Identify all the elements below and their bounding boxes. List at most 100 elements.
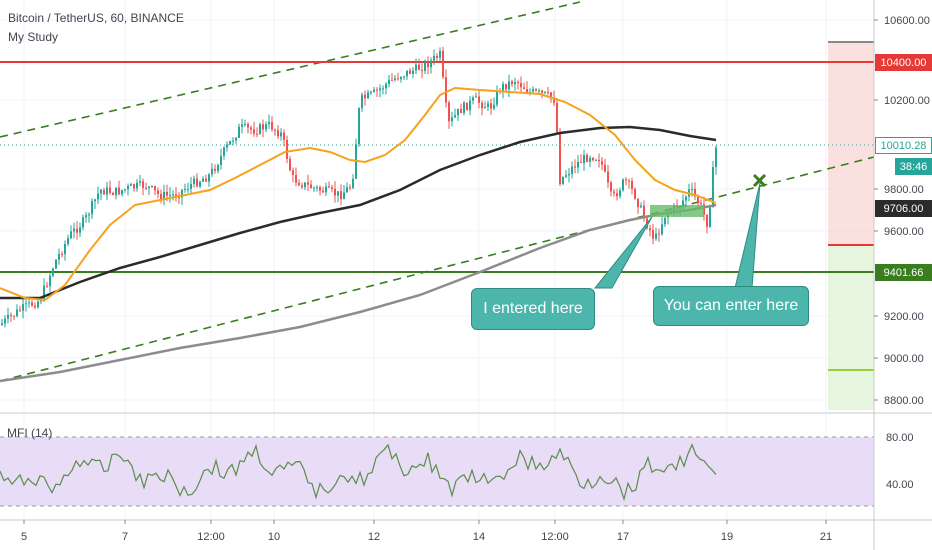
candle-body (223, 147, 225, 156)
candle-body (520, 83, 522, 88)
mfi-label[interactable]: MFI (14) (7, 426, 53, 440)
candle-body (556, 102, 558, 133)
candle-body (541, 90, 543, 93)
candle-body (457, 108, 459, 116)
candle-body (691, 188, 693, 190)
candle-body (148, 186, 150, 188)
candle-body (640, 205, 642, 208)
candle-body (586, 154, 588, 162)
bar-countdown: 38:46 (895, 158, 932, 175)
can-enter-here-callout[interactable]: You can enter here (653, 286, 809, 326)
candle-body (91, 201, 93, 215)
candle-body (115, 187, 117, 196)
candle-body (658, 233, 660, 235)
candle-body (466, 102, 468, 111)
study-name[interactable]: My Study (8, 30, 59, 44)
mfi-line (0, 443, 717, 502)
time-tick-label: 12 (368, 531, 380, 543)
candle-body (601, 161, 603, 165)
candle-body (460, 108, 462, 114)
candle-body (505, 83, 507, 90)
candle-body (337, 191, 339, 196)
mfi-axis[interactable]: 80.00 40.00 (886, 432, 914, 491)
candle-body (400, 76, 402, 80)
mfi-tick-label: 40.00 (886, 479, 914, 491)
candle-body (715, 147, 717, 168)
candle-body (430, 60, 432, 68)
take-profit-zone (828, 245, 874, 410)
candle-body (289, 158, 291, 171)
candle-body (298, 182, 300, 186)
ma-price-tag: 9706.00 (875, 200, 932, 217)
candle-body (232, 140, 234, 142)
candle-body (157, 190, 159, 194)
candle-body (244, 123, 246, 125)
candle-body (661, 224, 663, 235)
candle-body (124, 189, 126, 191)
candle-body (130, 184, 132, 186)
candle-body (364, 94, 366, 99)
candle-body (592, 157, 594, 161)
candle-body (616, 193, 618, 197)
time-tick-label: 12:00 (541, 531, 569, 543)
candle-body (49, 275, 51, 287)
candle-body (217, 164, 219, 171)
candle-body (325, 186, 327, 193)
last-price-tag: 10010.28 (875, 137, 932, 154)
time-tick-label: 14 (473, 531, 485, 543)
candle-body (7, 314, 9, 319)
mfi-tick-label: 80.00 (886, 432, 914, 444)
candle-body (517, 82, 519, 84)
cross-marker-icon[interactable] (752, 173, 767, 188)
candle-body (712, 167, 714, 208)
mfi-band (0, 437, 874, 506)
candle-body (169, 194, 171, 196)
candle-body (34, 305, 36, 308)
candle-body (46, 285, 48, 287)
entered-here-callout[interactable]: I entered here (471, 288, 595, 330)
candle-body (619, 190, 621, 197)
candle-body (409, 70, 411, 74)
candle-body (349, 187, 351, 189)
candle-body (127, 185, 129, 190)
channel-lower-line[interactable] (0, 156, 875, 382)
candle-body (418, 64, 420, 70)
candle-body (301, 185, 303, 188)
symbol-title[interactable]: Bitcoin / TetherUS, 60, BINANCE (8, 11, 184, 25)
candle-body (490, 103, 492, 109)
candle-body (22, 304, 24, 311)
candle-body (121, 190, 123, 195)
candle-body (529, 91, 531, 93)
candle-body (340, 191, 342, 200)
candle-body (292, 170, 294, 175)
candle-body (697, 196, 699, 204)
slow-moving-average (0, 125, 717, 300)
candle-body (598, 159, 600, 162)
candle-body (583, 154, 585, 164)
candle-body (493, 104, 495, 109)
candle-body (415, 64, 417, 71)
channel-upper-line[interactable] (0, 1, 581, 138)
candle-body (181, 189, 183, 198)
candle-body (706, 214, 708, 227)
candle-body (55, 259, 57, 269)
candle-body (580, 161, 582, 164)
candle-body (394, 78, 396, 80)
candle-body (163, 191, 165, 200)
candle-body (382, 88, 384, 90)
entry-zone-box[interactable] (650, 205, 704, 217)
price-tick-label: 9200.00 (884, 311, 924, 323)
price-axis[interactable]: 10600.00 10200.00 9800.00 9600.00 9200.00 900… (874, 15, 930, 407)
candle-body (277, 130, 279, 137)
time-axis[interactable]: 5 7 12:00 10 12 14 12:00 17 19 21 (21, 520, 832, 543)
candle-body (508, 81, 510, 90)
candle-body (67, 238, 69, 244)
candle-body (427, 61, 429, 68)
candle-body (28, 302, 30, 304)
candle-body (568, 173, 570, 176)
candle-body (253, 129, 255, 134)
candle-body (484, 106, 486, 109)
candle-body (283, 132, 285, 140)
time-tick-label: 19 (721, 531, 733, 543)
